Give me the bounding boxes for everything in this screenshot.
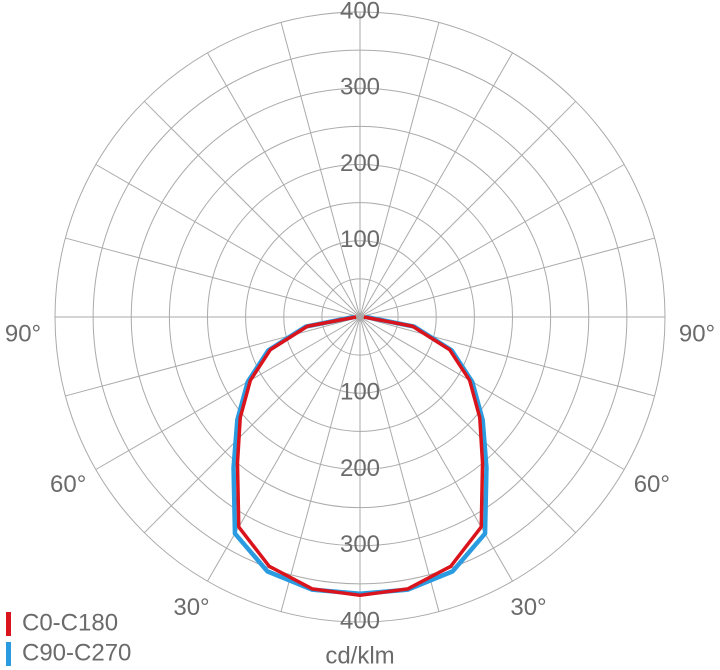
r-tick-label: 200 — [340, 455, 380, 482]
r-tick-label: 300 — [340, 74, 380, 101]
grid-spoke — [359, 316, 440, 612]
grid-spoke — [65, 237, 361, 318]
angle-label: 60° — [634, 471, 670, 498]
series-line — [235, 315, 485, 598]
r-tick-label: 300 — [340, 531, 380, 558]
legend-swatch — [6, 642, 11, 666]
labels: 100 100 200 200 300 300 400 400 90° 60° 30° 30° 60° 9… — [5, 0, 715, 666]
grid-spoke — [359, 100, 577, 318]
grid-spoke — [143, 316, 361, 534]
angle-label: 30° — [510, 594, 546, 621]
grid-spoke — [359, 164, 625, 318]
grid — [54, 11, 666, 623]
grid-spoke — [280, 316, 361, 612]
grid-spoke — [143, 100, 361, 318]
grid-spoke — [359, 316, 577, 534]
angle-label: 90° — [5, 320, 41, 347]
legend-label: C90-C270 — [22, 639, 131, 666]
grid-spoke — [207, 52, 361, 318]
grid-spoke — [95, 164, 361, 318]
legend-label: C0-C180 — [22, 609, 118, 636]
grid-spoke — [359, 52, 513, 318]
r-tick-label: 100 — [340, 226, 380, 253]
grid-spoke — [359, 316, 513, 582]
r-tick-label: 100 — [340, 379, 380, 406]
unit-label: cd/klm — [325, 642, 394, 669]
grid-spoke — [359, 237, 655, 318]
grid-spoke — [359, 22, 440, 318]
grid-spoke — [359, 316, 655, 397]
grid-spoke — [95, 316, 361, 470]
grid-spoke — [280, 22, 361, 318]
r-tick-label: 400 — [340, 607, 380, 634]
grid-spoke — [207, 316, 361, 582]
angle-label: 30° — [173, 594, 209, 621]
r-tick-label: 400 — [340, 0, 380, 24]
legend-swatch — [6, 612, 11, 636]
angle-label: 90° — [679, 320, 715, 347]
r-tick-label: 200 — [340, 150, 380, 177]
grid-spoke — [65, 316, 361, 397]
angle-label: 60° — [50, 471, 86, 498]
grid-spoke — [359, 316, 625, 470]
plot — [231, 314, 489, 598]
